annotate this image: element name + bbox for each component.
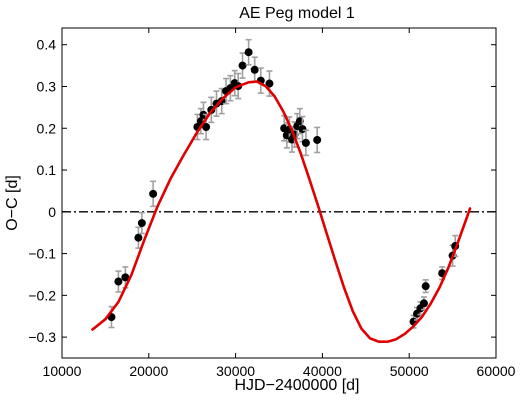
data-point — [250, 65, 259, 74]
observation-30 — [301, 129, 310, 157]
x-tick-label: 20000 — [129, 363, 168, 379]
observation-36 — [421, 279, 430, 294]
data-point — [421, 282, 430, 291]
observation-18 — [244, 38, 253, 66]
observation-31 — [313, 126, 322, 154]
data-point — [419, 299, 428, 308]
data-point — [202, 123, 211, 131]
x-tick-label: 60000 — [477, 363, 516, 379]
y-tick-label: −0.3 — [28, 329, 56, 345]
observation-19 — [250, 56, 259, 84]
data-point — [313, 135, 322, 144]
y-tick-label: 0.1 — [37, 162, 57, 178]
observation-17 — [238, 52, 247, 79]
chart-title: AE Peg model 1 — [239, 5, 355, 22]
x-tick-label: 50000 — [390, 363, 429, 379]
data-point — [301, 138, 310, 147]
y-tick-label: 0.2 — [37, 120, 57, 136]
y-tick-label: −0.2 — [28, 287, 56, 303]
observation-13 — [222, 77, 231, 105]
data-point — [114, 277, 123, 286]
x-axis-label: HJD−2400000 [d] — [235, 377, 360, 394]
model-curve — [91, 80, 472, 343]
data-point — [265, 79, 274, 88]
y-tick-label: 0 — [48, 204, 56, 220]
observation-1 — [114, 270, 123, 293]
x-tick-label: 30000 — [216, 363, 255, 379]
data-point — [238, 61, 247, 70]
observation-5 — [149, 180, 158, 208]
data-point — [244, 48, 253, 57]
axes-frame — [61, 27, 497, 359]
observation-4 — [137, 211, 146, 235]
y-axis-label: O−C [d] — [4, 175, 21, 231]
y-tick-label: 0.4 — [37, 37, 57, 53]
y-tick-label: −0.1 — [28, 246, 56, 262]
data-point — [121, 273, 130, 282]
observation-35 — [419, 296, 428, 311]
x-tick-label: 10000 — [43, 363, 82, 379]
x-tick-label: 40000 — [303, 363, 342, 379]
y-tick-label: 0.3 — [37, 78, 57, 94]
data-point — [149, 189, 158, 198]
plot-area: 10000 20000 30000 40000 50000 60000 −0.3 −0.2 −0… — [28, 27, 516, 379]
data-point — [137, 219, 146, 228]
data-point — [134, 233, 143, 242]
